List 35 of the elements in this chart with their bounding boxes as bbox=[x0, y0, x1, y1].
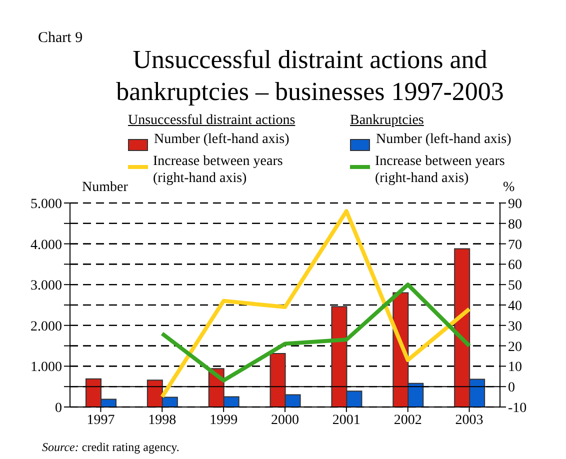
legend-label: Number (left-hand axis) bbox=[376, 131, 512, 148]
y2-tick-label: 30 bbox=[508, 319, 522, 334]
chart-title: Unsuccessful distraint actions and bankruptcies – businesses 1997-2003 bbox=[115, 44, 505, 108]
text: Unsuccessful distraint actions bbox=[128, 113, 296, 129]
text: Bankruptcies bbox=[350, 113, 425, 129]
y-tick-label: 5.000 bbox=[30, 196, 62, 212]
y2-axis-title: % bbox=[503, 180, 515, 196]
x-tick-label: 2000 bbox=[271, 412, 299, 428]
x-tick-label: 1998 bbox=[148, 412, 176, 428]
y2-tick-label: 40 bbox=[508, 298, 522, 314]
legend-label: Number (left-hand axis) bbox=[154, 131, 290, 148]
x-tick-label: 2003 bbox=[455, 412, 484, 428]
y-tick-label: 4.000 bbox=[30, 238, 62, 253]
y-tick-label: 1.000 bbox=[30, 360, 62, 376]
y-axis-title: Number bbox=[82, 180, 128, 196]
y2-tick-label: 50 bbox=[508, 278, 522, 294]
y2-tick-label: 70 bbox=[508, 238, 522, 253]
y2-tick-label: 80 bbox=[508, 217, 522, 232]
y2-tick-label: 60 bbox=[508, 258, 522, 274]
y2-tick-label: 20 bbox=[508, 340, 522, 355]
y2-tick-label: 0 bbox=[508, 380, 515, 396]
x-tick-label: 2002 bbox=[394, 412, 422, 428]
source-note: Source: credit rating agency. bbox=[42, 440, 180, 455]
caption: Chart 9 bbox=[38, 30, 83, 47]
y2-tick-label: 90 bbox=[508, 196, 522, 212]
y-tick-label: 2.000 bbox=[30, 319, 62, 334]
x-tick-label: 2001 bbox=[332, 412, 360, 428]
legend-label: Increase between years (right-hand axis) bbox=[375, 154, 505, 186]
y-tick-label: 0 bbox=[55, 400, 62, 416]
x-tick-label: 1997 bbox=[86, 412, 115, 428]
x-tick-label: 1999 bbox=[210, 412, 238, 428]
y2-tick-label: -10 bbox=[508, 400, 527, 416]
y2-tick-label: 10 bbox=[508, 360, 522, 376]
y-tick-label: 3.000 bbox=[30, 278, 62, 294]
legend-label: Increase between years (right-hand axis) bbox=[153, 153, 284, 187]
